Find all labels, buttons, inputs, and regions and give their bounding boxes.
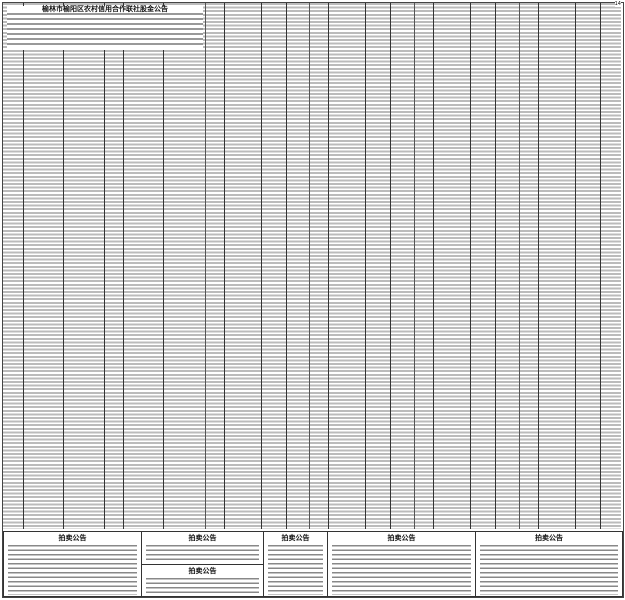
announcement-intro — [7, 13, 203, 47]
table-column-2 — [206, 3, 310, 529]
table-column-5 — [520, 3, 621, 529]
notice-title: 拍卖公告 — [58, 534, 87, 542]
announcement-header: 榆林市榆阳区农村信用合作联社股金公告 — [7, 6, 203, 50]
page-number: 14 — [614, 1, 621, 7]
table-column-1: 榆林市榆阳区农村信用合作联社股金公告 — [3, 3, 206, 529]
notice-title: 拍卖公告 — [188, 567, 217, 575]
notice-4: 拍卖公告 — [263, 531, 328, 597]
notice-1: 拍卖公告 — [3, 531, 142, 597]
notice-3: 拍卖公告 — [141, 564, 264, 597]
notice-6: 拍卖公告 — [475, 531, 623, 597]
table-column-3 — [310, 3, 415, 529]
notice-title: 拍卖公告 — [188, 534, 217, 542]
notice-title: 拍卖公告 — [535, 534, 563, 542]
notice-title: 拍卖公告 — [281, 534, 310, 542]
notice-2: 拍卖公告 — [141, 531, 264, 565]
announcement-title: 榆林市榆阳区农村信用合作联社股金公告 — [42, 5, 168, 13]
table-column-4 — [415, 3, 520, 529]
notice-5: 拍卖公告 — [327, 531, 476, 597]
notice-title: 拍卖公告 — [387, 534, 416, 542]
